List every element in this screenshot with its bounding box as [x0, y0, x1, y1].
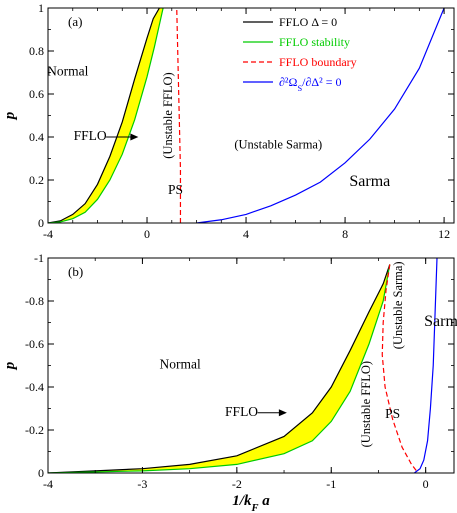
y-tick-label: -0.6 [25, 337, 44, 351]
y-tick-label: -0.2 [25, 423, 44, 437]
x-tick-label: 0 [423, 477, 429, 491]
y-tick-label: 0 [38, 466, 44, 480]
arrow-head [130, 133, 139, 141]
fflo-region-fill [48, 264, 390, 473]
plot-area [48, 258, 438, 473]
region-label-3: (Unstable Sarma) [391, 261, 405, 349]
panel-label: (a) [68, 14, 82, 29]
arrow-head [278, 409, 287, 417]
series-line-0 [48, 8, 160, 223]
y-tick-label: 0 [38, 216, 44, 230]
region-label-5: Sarma [424, 313, 457, 330]
region-label-2: (Unstable FFLO) [161, 72, 175, 158]
region-label-4: PS [385, 406, 400, 421]
series-line-0 [48, 264, 391, 473]
x-tick-label: -4 [43, 477, 53, 491]
legend-label-2: FFLO boundary [279, 55, 357, 69]
region-label-1: FFLO [74, 128, 107, 143]
y-tick-label: 1 [38, 1, 44, 15]
panel-label: (b) [68, 264, 83, 279]
y-tick-label: -1 [34, 251, 44, 265]
region-label-4: PS [168, 182, 183, 197]
region-label-5: Sarma [349, 173, 390, 190]
series-line-1 [48, 8, 164, 223]
y-tick-label: -0.4 [25, 380, 44, 394]
fflo-region-fill [48, 8, 164, 223]
y-axis-label: p [2, 111, 18, 121]
x-tick-label: 0 [144, 227, 150, 241]
x-tick-label: -3 [137, 477, 147, 491]
x-tick-label: 12 [438, 227, 450, 241]
x-tick-label: -4 [43, 227, 53, 241]
legend-label-3: ∂²ΩS​/∂Δ² = 0 [279, 75, 341, 93]
series-line-2 [176, 8, 182, 223]
panel-b: -4 -3 -2 -1 0 0 -0.2 -0.4 -0.6 -0.8 -1 p 1/kF​ a (b) N… [2, 251, 457, 513]
region-label-1: FFLO [225, 404, 258, 419]
y-axis-label: p [2, 361, 18, 371]
region-label-0: Normal [160, 357, 201, 372]
region-label-3: (Unstable Sarma) [234, 137, 322, 151]
series-line-3 [196, 8, 445, 223]
axes-frame [47, 7, 455, 224]
y-tick-label: 0.4 [29, 130, 44, 144]
y-tick-label: 0.8 [29, 44, 44, 58]
x-tick-label: -2 [232, 477, 242, 491]
legend-label-1: FFLO stability [279, 35, 350, 49]
x-tick-label: 8 [342, 227, 348, 241]
series-line-2 [381, 264, 419, 473]
y-tick-label: 0.2 [29, 173, 44, 187]
region-label-2: (Unstable FFLO) [359, 361, 373, 447]
region-label-0: Normal [47, 64, 88, 79]
series-line-3 [413, 258, 438, 473]
x-tick-label: 4 [243, 227, 249, 241]
x-axis-label: 1/kF​ a [232, 493, 270, 513]
y-tick-label: 0.6 [29, 87, 44, 101]
plot-area [48, 8, 445, 223]
legend-label-0: FFLO Δ = 0 [279, 15, 337, 29]
series-line-1 [48, 264, 391, 473]
x-tick-label: -1 [326, 477, 336, 491]
y-tick-label: -0.8 [25, 294, 44, 308]
